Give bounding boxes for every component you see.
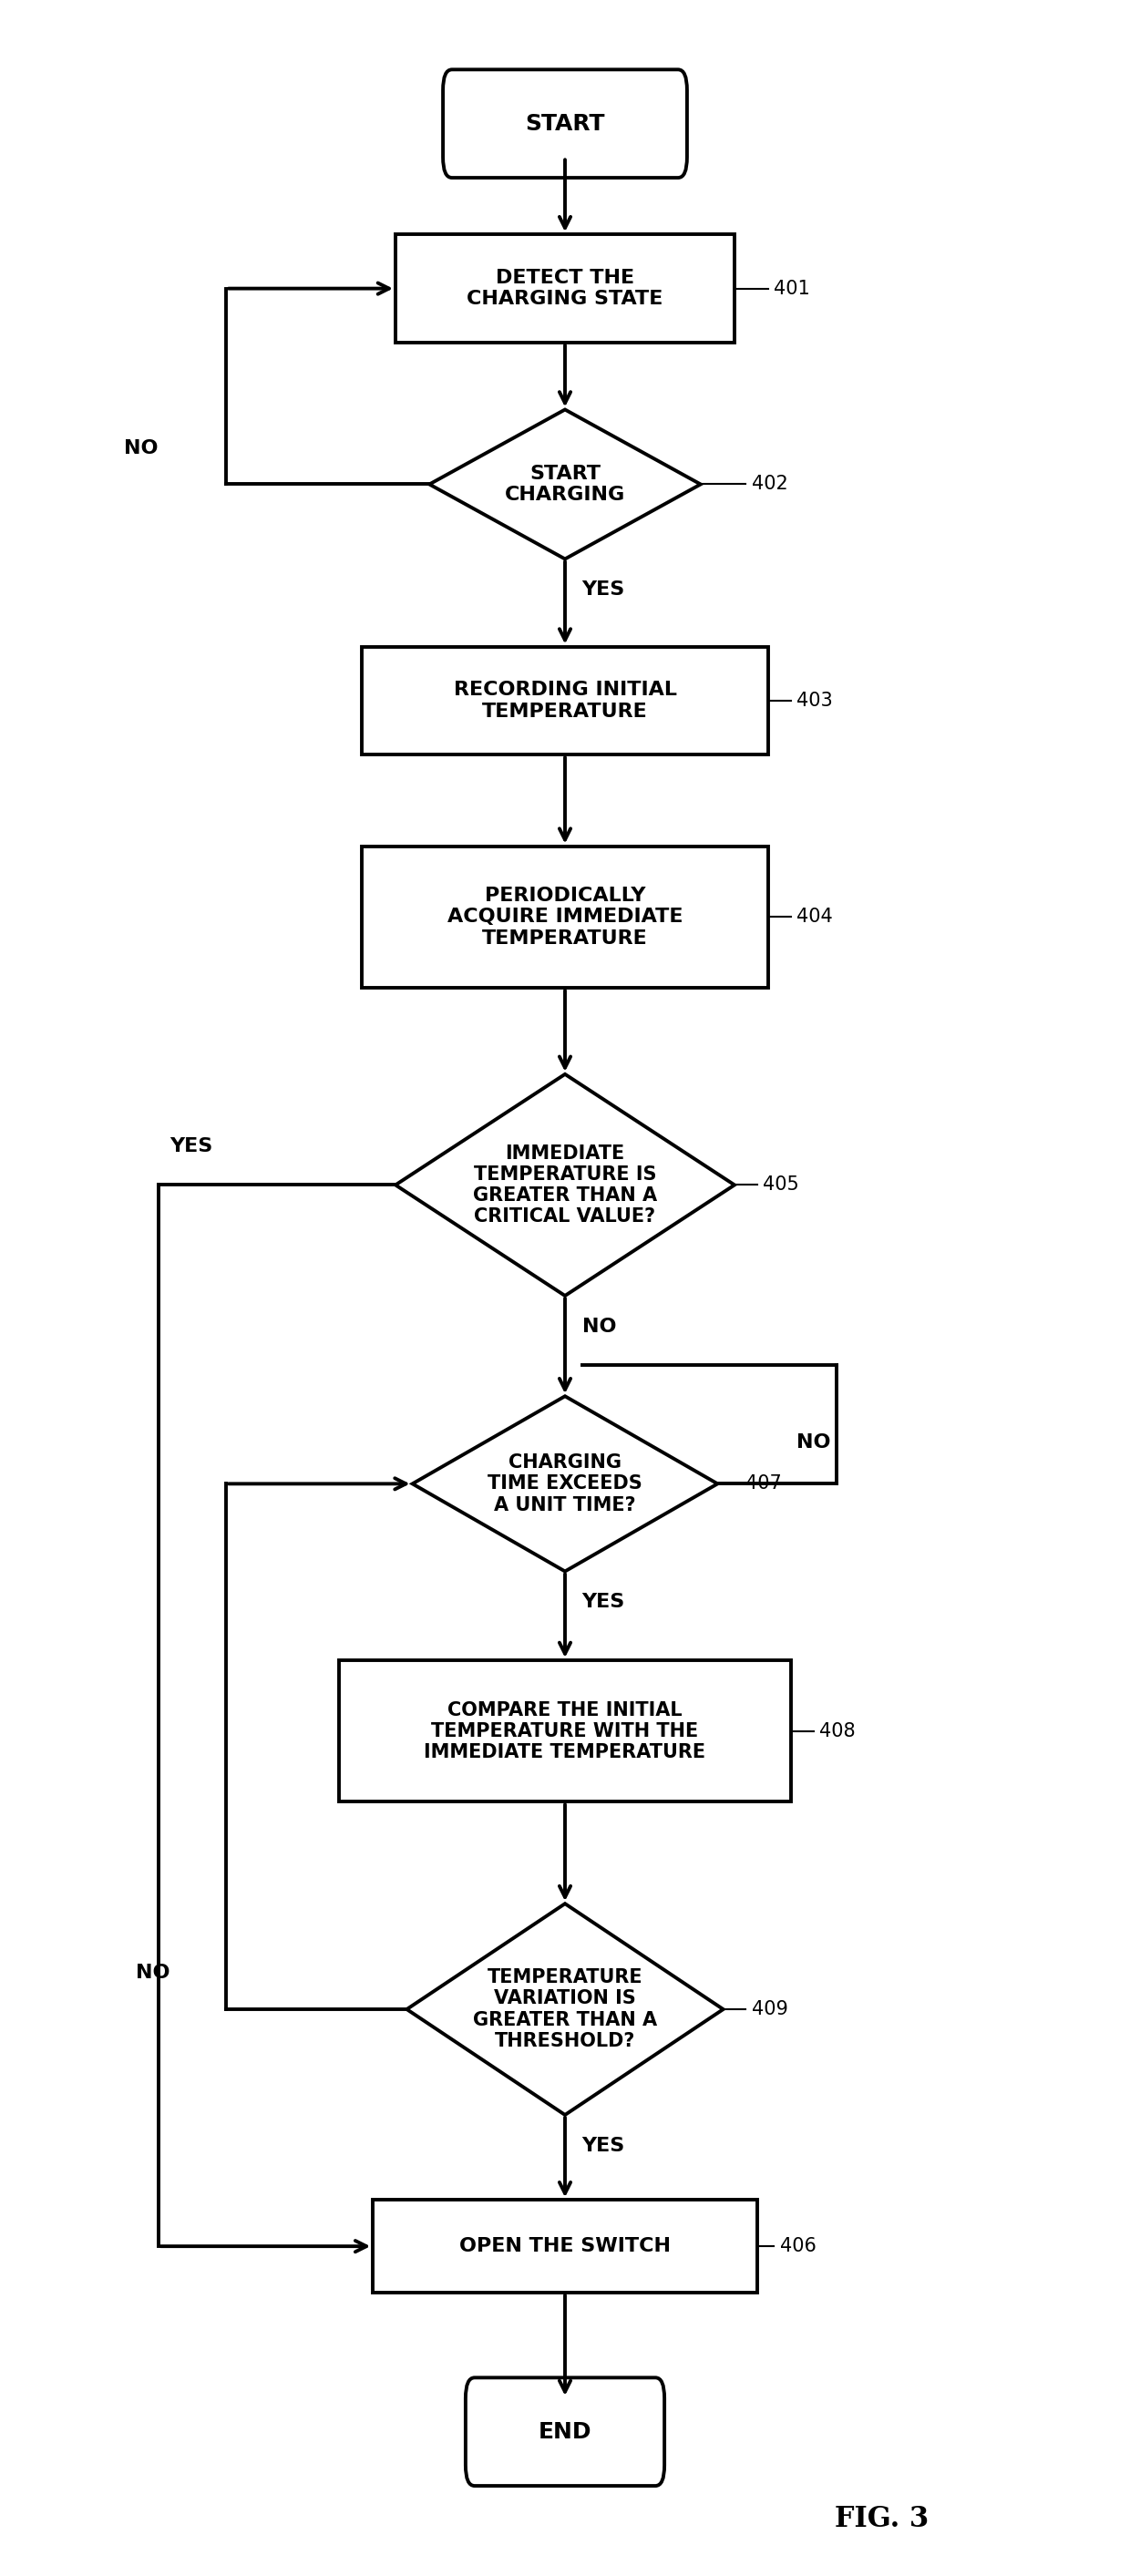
Text: 409: 409: [751, 1999, 788, 2020]
Text: 402: 402: [751, 474, 788, 495]
Text: FIG. 3: FIG. 3: [834, 2506, 929, 2532]
Text: NO: NO: [582, 1316, 616, 1337]
Bar: [362, 845, 768, 987]
Text: END: END: [538, 2421, 592, 2442]
Bar: [362, 647, 768, 755]
Text: 408: 408: [819, 1721, 855, 1741]
FancyBboxPatch shape: [466, 2378, 664, 2486]
Text: NO: NO: [797, 1432, 831, 1453]
Bar: [396, 234, 734, 343]
Text: 401: 401: [774, 278, 810, 299]
Bar: [339, 1662, 791, 1803]
Text: TEMPERATURE
VARIATION IS
GREATER THAN A
THRESHOLD?: TEMPERATURE VARIATION IS GREATER THAN A …: [472, 1968, 658, 2050]
Text: IMMEDIATE
TEMPERATURE IS
GREATER THAN A
CRITICAL VALUE?: IMMEDIATE TEMPERATURE IS GREATER THAN A …: [472, 1144, 658, 1226]
Text: YES: YES: [582, 580, 625, 600]
Text: COMPARE THE INITIAL
TEMPERATURE WITH THE
IMMEDIATE TEMPERATURE: COMPARE THE INITIAL TEMPERATURE WITH THE…: [424, 1700, 706, 1762]
Text: START: START: [525, 113, 605, 134]
Bar: [373, 2200, 757, 2293]
Polygon shape: [412, 1396, 718, 1571]
Polygon shape: [407, 1904, 723, 2115]
Text: YES: YES: [170, 1136, 212, 1157]
Text: START
CHARGING: START CHARGING: [505, 464, 625, 505]
Text: 407: 407: [746, 1473, 782, 1494]
Text: 403: 403: [797, 690, 833, 711]
Text: YES: YES: [582, 1592, 625, 1613]
Text: 404: 404: [797, 907, 833, 927]
Text: PERIODICALLY
ACQUIRE IMMEDIATE
TEMPERATURE: PERIODICALLY ACQUIRE IMMEDIATE TEMPERATU…: [447, 886, 683, 948]
Text: NO: NO: [124, 438, 158, 459]
Text: NO: NO: [136, 1963, 169, 1984]
Text: 406: 406: [780, 2236, 816, 2257]
Text: OPEN THE SWITCH: OPEN THE SWITCH: [459, 2236, 671, 2257]
Text: DETECT THE
CHARGING STATE: DETECT THE CHARGING STATE: [467, 268, 663, 309]
FancyBboxPatch shape: [443, 70, 687, 178]
Polygon shape: [396, 1074, 734, 1296]
Text: RECORDING INITIAL
TEMPERATURE: RECORDING INITIAL TEMPERATURE: [453, 680, 677, 721]
Polygon shape: [429, 410, 701, 559]
Text: YES: YES: [582, 2136, 625, 2156]
Text: CHARGING
TIME EXCEEDS
A UNIT TIME?: CHARGING TIME EXCEEDS A UNIT TIME?: [488, 1453, 642, 1515]
Text: 405: 405: [763, 1175, 799, 1195]
